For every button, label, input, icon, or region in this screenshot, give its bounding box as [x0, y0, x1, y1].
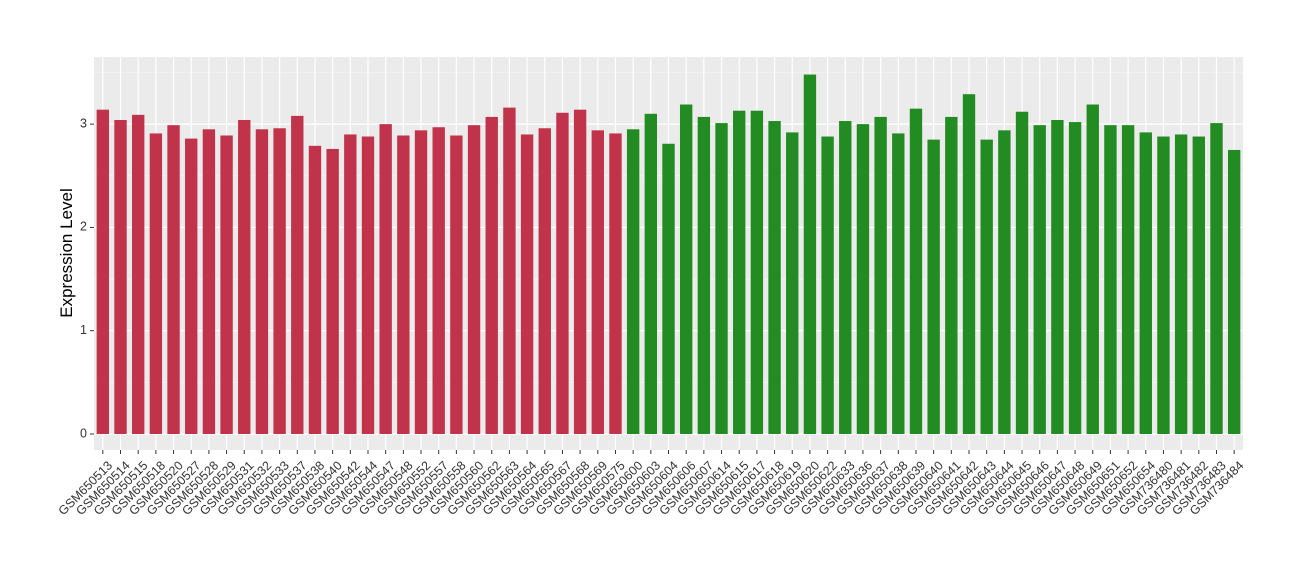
bar — [1174, 134, 1188, 434]
bar — [892, 133, 905, 434]
bar — [202, 129, 216, 434]
bar — [520, 134, 534, 434]
bar — [1033, 125, 1046, 434]
bar — [874, 116, 887, 434]
bar — [450, 135, 463, 434]
bar — [1210, 123, 1223, 434]
bar — [1121, 125, 1135, 434]
bar — [485, 116, 498, 434]
bar — [238, 120, 251, 434]
bar — [1015, 111, 1029, 434]
bar — [750, 110, 764, 434]
bar — [733, 110, 746, 434]
bar — [644, 113, 658, 434]
bar — [697, 116, 711, 434]
bar — [1139, 132, 1152, 434]
bar — [1068, 122, 1082, 434]
y-tick-label: 0 — [80, 426, 87, 440]
bar — [96, 109, 110, 434]
bar — [909, 108, 923, 434]
bar — [1086, 104, 1099, 434]
bar — [414, 130, 428, 434]
bar — [185, 138, 198, 434]
bar — [308, 145, 322, 434]
bar — [344, 134, 357, 434]
bar — [132, 114, 145, 434]
bar — [255, 129, 269, 434]
bar — [503, 107, 516, 434]
bar — [768, 121, 781, 434]
bar — [167, 125, 180, 434]
bar — [803, 74, 817, 434]
bar — [715, 123, 728, 434]
bar — [839, 121, 852, 434]
bar — [1227, 149, 1241, 434]
bar — [1192, 136, 1205, 434]
bar — [998, 130, 1011, 434]
bar — [786, 132, 799, 434]
bar — [273, 128, 286, 434]
bar — [962, 94, 976, 434]
bar — [326, 148, 339, 434]
bar — [538, 128, 551, 434]
y-axis-label: Expression Level — [57, 188, 76, 317]
bar — [662, 143, 675, 434]
bar — [556, 112, 569, 434]
bar — [397, 135, 410, 434]
bar — [1051, 120, 1064, 434]
bar — [945, 116, 958, 434]
y-tick-label: 2 — [80, 220, 87, 234]
bar — [609, 133, 622, 434]
bar — [114, 120, 127, 434]
bar — [573, 109, 587, 434]
bar — [679, 104, 693, 434]
bar — [432, 127, 445, 434]
y-tick-label: 1 — [80, 323, 87, 337]
bar — [149, 133, 163, 434]
y-tick-label: 3 — [80, 116, 87, 130]
bar — [220, 135, 233, 434]
bar — [467, 125, 481, 434]
bar — [361, 136, 375, 434]
bar — [1157, 136, 1170, 434]
bar — [626, 129, 640, 434]
bar — [927, 139, 940, 434]
bar — [821, 136, 834, 434]
bar — [856, 124, 870, 434]
bar — [1104, 125, 1117, 434]
bar — [291, 115, 304, 434]
bar — [980, 139, 993, 434]
bar — [379, 124, 392, 434]
bar — [591, 130, 604, 434]
